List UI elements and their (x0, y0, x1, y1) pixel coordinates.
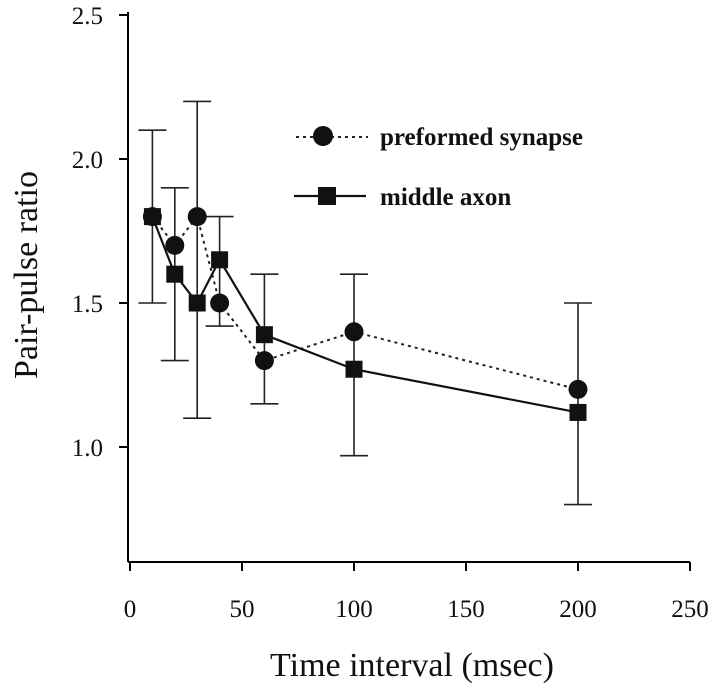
data-point-square-60 (255, 326, 273, 344)
x-tick-label-50: 50 (230, 596, 255, 623)
y-tick-label-1: 1.0 (72, 435, 103, 462)
data-point-circle-20 (165, 235, 185, 255)
ticks: 0 50 100 150 200 250 1.0 1.5 2.0 2.5 (72, 3, 709, 623)
error-bars (138, 100, 592, 506)
y-tick-label-2: 2.0 (72, 147, 103, 174)
legend-label-middle-axon: middle axon (380, 184, 511, 211)
data-point-square-40 (211, 251, 229, 269)
data-point-circle-30 (187, 207, 207, 227)
y-tick-label-1.5: 1.5 (72, 291, 103, 318)
x-tick-label-150: 150 (447, 596, 485, 623)
data-point-square-200 (569, 403, 587, 421)
legend-label-preformed-synapse: preformed synapse (380, 124, 583, 151)
data-point-circle-60 (254, 351, 274, 371)
series-markers (142, 207, 588, 421)
x-axis-title: Time interval (msec) (270, 647, 554, 684)
data-point-square-30 (188, 294, 206, 312)
y-tick-label-2.5: 2.5 (72, 3, 103, 30)
y-axis-title: Pair-pulse ratio (8, 171, 45, 379)
axes (127, 12, 690, 563)
series-line-middle-axon (151, 216, 579, 414)
data-point-circle-40 (210, 293, 230, 313)
legend-marker-circle (313, 126, 333, 146)
data-point-square-10 (143, 208, 161, 226)
x-tick-label-0: 0 (124, 596, 137, 623)
x-tick-label-100: 100 (335, 596, 373, 623)
legend-marker-square (318, 187, 336, 205)
data-point-square-100 (345, 360, 363, 378)
series-lines (151, 214, 579, 414)
legend: preformed synapse middle axon (294, 124, 583, 211)
x-tick-label-250: 250 (671, 596, 709, 623)
data-point-square-20 (166, 265, 184, 283)
x-tick-label-200: 200 (559, 596, 597, 623)
data-point-circle-200 (568, 379, 588, 399)
data-point-circle-100 (344, 322, 364, 342)
